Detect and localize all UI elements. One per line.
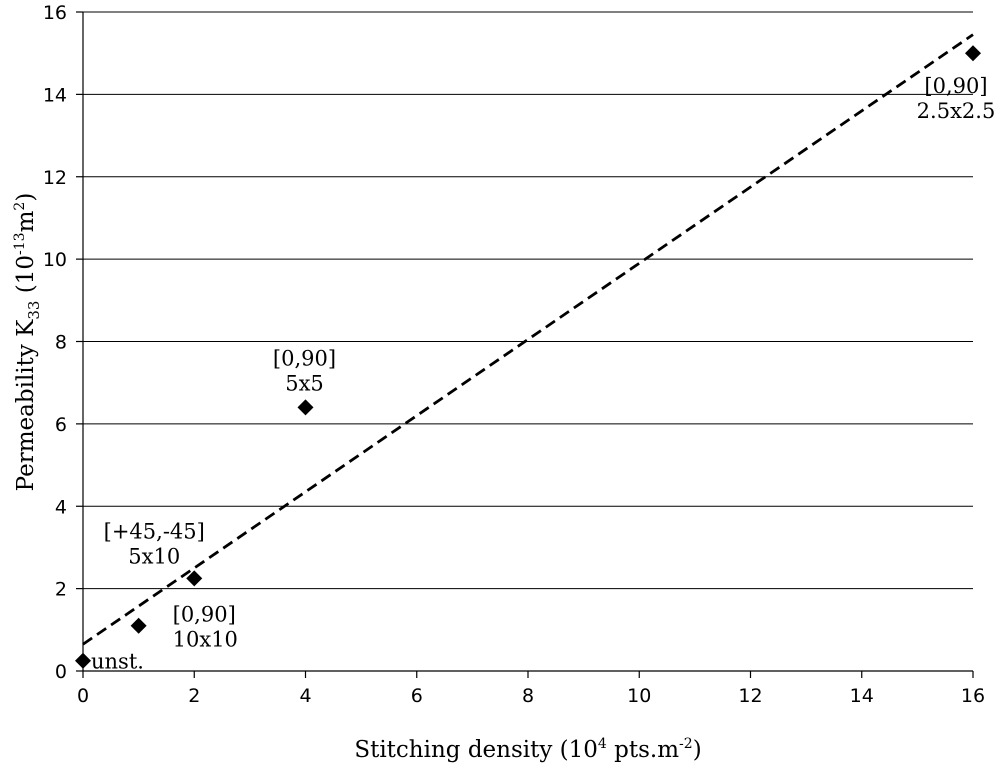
point-labels: unst.[0,90]10x10[+45,-45]5x10[0,90]5x5[0… [91,74,995,674]
point-label: [+45,-45] [104,519,205,543]
y-axis-ticks: 0 2 4 6 8 10 12 14 16 [43,2,83,683]
x-tick-label: 14 [850,685,874,707]
y-tick-label: 2 [55,579,67,601]
data-point-marker [75,652,91,669]
x-tick-label: 16 [961,685,985,707]
y-axis-title: Permeability K33 (10-13m2) [12,193,43,492]
trendline [82,33,974,646]
x-tick-label: 0 [77,685,89,707]
data-point-marker [965,45,981,62]
x-tick-label: 10 [627,685,651,707]
y-tick-label: 6 [55,414,67,436]
x-tick-label: 4 [299,685,311,707]
y-tick-label: 8 [55,332,67,354]
x-tick-label: 6 [411,685,423,707]
point-label: [0,90] [273,346,336,370]
data-points [75,45,981,669]
x-axis-ticks: 0 2 4 6 8 10 12 14 16 [77,671,985,707]
y-tick-label: 4 [55,496,67,518]
point-label: 5x5 [285,371,324,395]
y-tick-label: 16 [43,2,67,24]
gridlines [83,11,973,590]
data-point-marker [297,399,314,416]
x-axis-title: Stitching density (104 pts.m-2) [354,736,701,763]
point-label: [0,90] [173,603,236,627]
point-label: 10x10 [173,628,238,652]
point-label: 2.5x2.5 [917,99,996,123]
y-tick-label: 14 [43,84,67,106]
y-tick-label: 10 [43,249,67,271]
trendline-group [82,33,974,646]
x-tick-label: 12 [738,685,762,707]
x-tick-label: 2 [188,685,200,707]
y-tick-label: 0 [55,661,67,683]
point-label: 5x10 [128,544,180,568]
x-tick-label: 8 [522,685,534,707]
data-point-marker [186,570,203,587]
point-label: unst. [91,650,144,674]
y-tick-label: 12 [43,167,67,189]
point-label: [0,90] [924,74,987,98]
data-point-marker [130,617,147,634]
